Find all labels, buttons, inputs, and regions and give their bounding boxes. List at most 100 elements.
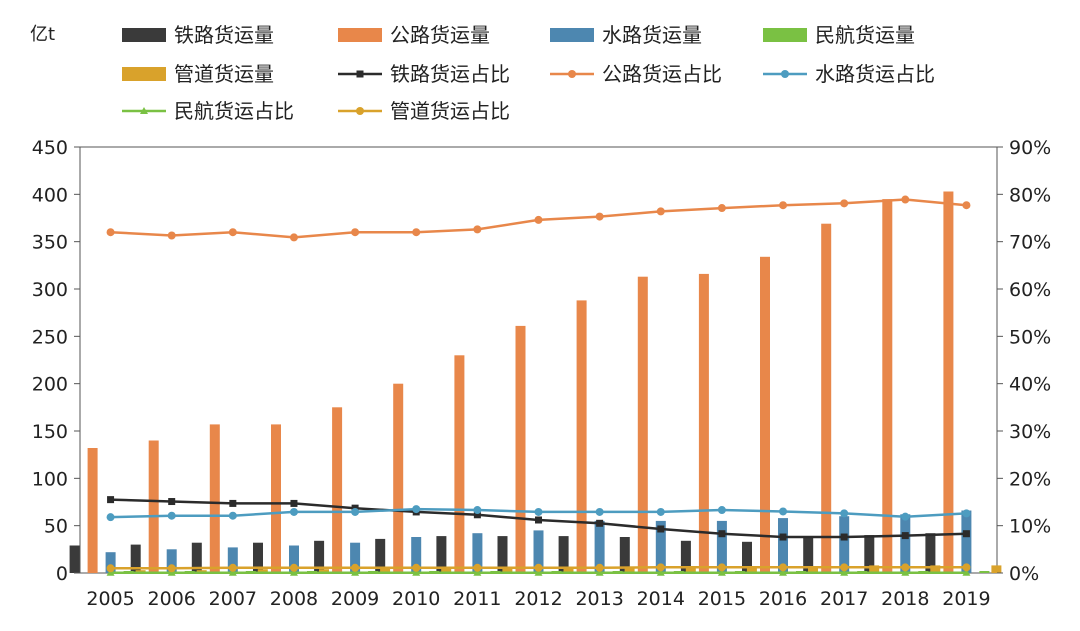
bar-3: [716, 520, 727, 573]
right-tick-label: 50%: [1009, 326, 1051, 348]
bar-3: [411, 537, 422, 573]
legend-swatch: [338, 28, 382, 42]
left-tick-label: 450: [32, 137, 68, 159]
point-marker: [717, 204, 726, 213]
point-marker: [718, 530, 726, 538]
bar-2: [515, 325, 526, 573]
point-marker: [840, 568, 849, 576]
point-marker: [473, 563, 482, 572]
point-marker: [351, 228, 360, 237]
legend-marker: [356, 70, 364, 78]
bar-3: [533, 530, 544, 573]
point-marker: [289, 568, 298, 576]
x-tick-label: 2008: [270, 588, 318, 610]
x-tick-label: 2013: [575, 588, 623, 610]
bar-5: [380, 568, 391, 573]
point-marker: [289, 563, 298, 572]
legend-label: 铁路货运量: [174, 23, 274, 47]
bar-3: [594, 520, 605, 573]
point-marker: [412, 505, 421, 514]
point-marker: [779, 507, 788, 516]
point-marker: [779, 201, 788, 210]
bar-1: [497, 536, 508, 573]
bar-2: [637, 276, 648, 573]
point-marker: [779, 568, 788, 576]
point-marker: [595, 563, 604, 572]
point-marker: [229, 499, 237, 507]
bar-1: [130, 544, 141, 573]
bar-2: [148, 440, 159, 573]
point-marker: [473, 506, 482, 515]
point-marker: [840, 563, 849, 572]
x-tick-label: 2005: [86, 588, 134, 610]
left-tick-label: 150: [32, 421, 68, 443]
legend-marker: [568, 70, 576, 78]
bar-1: [314, 540, 325, 573]
x-tick-label: 2016: [759, 588, 807, 610]
point-marker: [473, 511, 481, 519]
point-marker: [656, 507, 665, 516]
point-marker: [901, 512, 910, 521]
point-marker: [106, 564, 115, 573]
bar-2: [87, 448, 98, 573]
legend-swatch: [763, 28, 807, 42]
bar-2: [393, 383, 404, 573]
point-marker: [534, 215, 543, 224]
legend-swatch: [122, 67, 166, 81]
bar-5: [991, 565, 1002, 573]
right-tick-label: 10%: [1009, 516, 1051, 538]
point-marker: [840, 509, 849, 518]
x-tick-label: 2014: [637, 588, 685, 610]
left-tick-label: 200: [32, 374, 68, 396]
axes: 0 50 100 150 200 250 300 350 400 450 0% 10% 20% 30% 40…: [32, 137, 1052, 610]
point-marker: [167, 231, 176, 240]
legend-label: 公路货运占比: [602, 62, 722, 86]
line-layer: [106, 195, 971, 576]
bar-2: [576, 300, 587, 573]
legend-label: 水路货运占比: [815, 62, 935, 86]
right-tick-label: 20%: [1009, 468, 1051, 490]
point-marker: [167, 511, 176, 520]
legend-label: 铁路货运占比: [390, 62, 510, 86]
point-marker: [656, 563, 665, 572]
legend-label: 公路货运量: [390, 23, 490, 47]
bar-5: [930, 565, 941, 573]
x-tick-label: 2015: [698, 588, 746, 610]
bar-1: [925, 533, 936, 573]
bar-2: [760, 256, 770, 573]
left-tick-label: 100: [32, 468, 68, 490]
point-marker: [289, 507, 298, 516]
point-marker: [840, 199, 849, 208]
point-marker: [107, 496, 115, 504]
x-tick-label: 2011: [453, 588, 501, 610]
point-marker: [289, 233, 298, 242]
bar-4: [979, 571, 990, 573]
bar-5: [746, 566, 757, 573]
point-marker: [535, 516, 542, 524]
bar-5: [563, 567, 574, 573]
bar-1: [375, 538, 386, 573]
point-marker: [596, 519, 604, 527]
bar-1: [191, 542, 202, 573]
bar-5: [257, 569, 268, 573]
point-marker: [779, 533, 787, 541]
bar-1: [742, 541, 752, 573]
point-marker: [167, 564, 176, 573]
bar-3: [227, 547, 238, 573]
point-marker: [106, 228, 115, 237]
point-marker: [656, 568, 665, 576]
point-marker: [901, 563, 910, 572]
legend-marker: [356, 107, 364, 115]
bar-2: [209, 424, 220, 573]
point-marker: [717, 506, 726, 515]
bar-2: [698, 273, 709, 573]
left-tick-label: 0: [56, 563, 68, 585]
point-marker: [412, 563, 421, 572]
bar-2: [332, 407, 343, 573]
legend-label: 民航货运占比: [174, 99, 294, 123]
point-marker: [901, 532, 909, 540]
bar-1: [864, 535, 875, 573]
left-tick-label: 350: [32, 232, 68, 254]
bar-5: [869, 565, 880, 573]
